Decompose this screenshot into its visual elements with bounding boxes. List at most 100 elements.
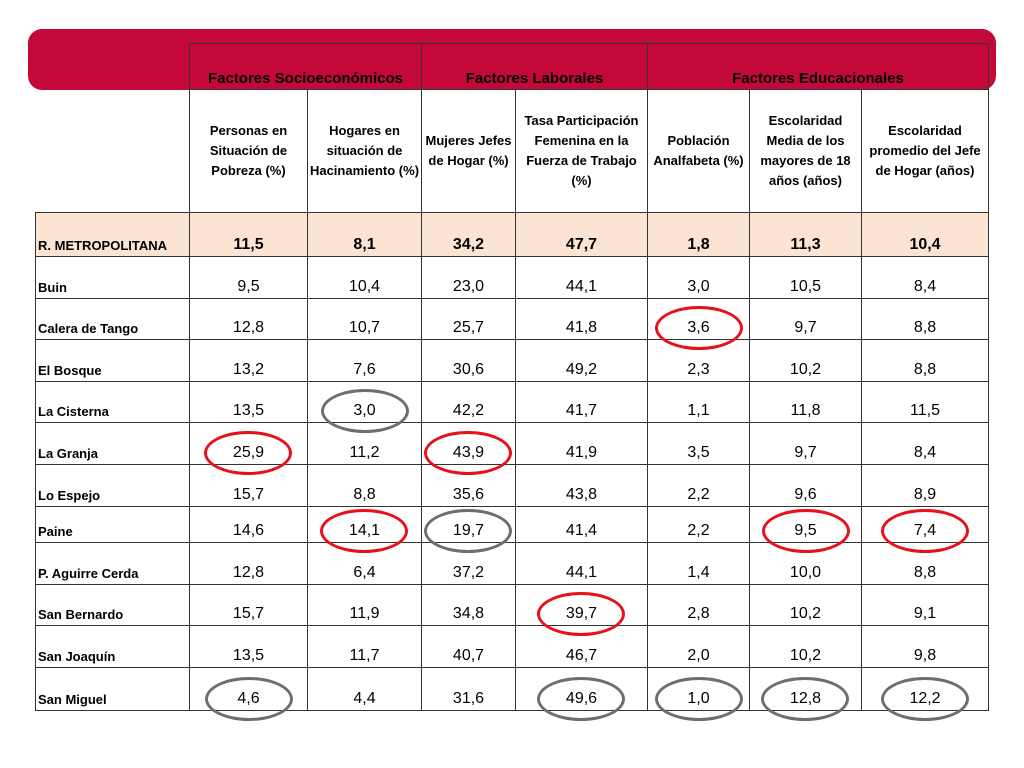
table-cell: 11,5 bbox=[860, 381, 990, 423]
table-cell: 39,7 bbox=[515, 584, 648, 626]
indicators-table: Factores Socioeconómicos Factores Labora… bbox=[35, 43, 990, 711]
table-cell: 1,4 bbox=[647, 542, 750, 585]
table-cell: 3,0 bbox=[647, 256, 750, 299]
table-cell: 40,7 bbox=[421, 625, 516, 668]
table-body: R. METROPOLITANA 11,5 8,1 34,2 47,7 1,8 11,3 10… bbox=[35, 212, 990, 711]
table-cell: 8,1 bbox=[307, 212, 422, 257]
table-cell: 47,7 bbox=[515, 212, 648, 257]
table-cell: 46,7 bbox=[515, 625, 648, 668]
table-cell: 10,2 bbox=[749, 339, 862, 382]
table-cell: 43,9 bbox=[421, 422, 516, 465]
table-cell: 2,2 bbox=[647, 506, 750, 543]
table-cell: 15,7 bbox=[189, 584, 308, 626]
table-cell: 1,8 bbox=[647, 212, 750, 257]
commune-name: San Bernardo bbox=[35, 584, 190, 626]
table-cell: 7,4 bbox=[860, 506, 990, 543]
table-cell: 8,4 bbox=[860, 422, 990, 465]
column-header-row: Personas en Situación de Pobreza (%) Hog… bbox=[35, 89, 990, 213]
region-row: R. METROPOLITANA 11,5 8,1 34,2 47,7 1,8 11,3 10… bbox=[35, 212, 990, 257]
table-cell: 41,8 bbox=[515, 298, 648, 340]
table-cell: 41,9 bbox=[515, 422, 648, 465]
table-cell: 25,7 bbox=[421, 298, 516, 340]
table-cell: 41,4 bbox=[515, 506, 648, 543]
column-header: Personas en Situación de Pobreza (%) bbox=[189, 89, 308, 213]
table-cell: 9,5 bbox=[189, 256, 308, 299]
commune-name: El Bosque bbox=[35, 339, 190, 382]
table-cell: 42,2 bbox=[421, 381, 516, 423]
table-cell: 34,8 bbox=[421, 584, 516, 626]
table-cell: 12,8 bbox=[189, 298, 308, 340]
commune-name: Buin bbox=[35, 256, 190, 299]
table-row: Calera de Tango 12,8 10,7 25,7 41,8 3,6 9,7 8,8 bbox=[35, 298, 990, 340]
group-header-labor: Factores Laborales bbox=[421, 43, 648, 90]
table-cell: 25,9 bbox=[189, 422, 308, 465]
table-cell: 3,0 bbox=[307, 381, 422, 423]
table-cell: 11,7 bbox=[307, 625, 422, 668]
table-cell: 10,2 bbox=[749, 625, 862, 668]
table-cell: 9,6 bbox=[749, 464, 862, 507]
table-row: P. Aguirre Cerda 12,8 6,4 37,2 44,1 1,4 10,0 8,… bbox=[35, 542, 990, 585]
table-cell: 49,2 bbox=[515, 339, 648, 382]
commune-name: La Granja bbox=[35, 422, 190, 465]
table-cell: 2,2 bbox=[647, 464, 750, 507]
table-cell: 11,2 bbox=[307, 422, 422, 465]
table-cell: 10,4 bbox=[307, 256, 422, 299]
table-row: Buin 9,5 10,4 23,0 44,1 3,0 10,5 8,4 bbox=[35, 256, 990, 299]
table-cell: 10,4 bbox=[860, 212, 990, 257]
table-cell: 12,8 bbox=[749, 667, 862, 711]
table-cell: 30,6 bbox=[421, 339, 516, 382]
corner-cell-lower bbox=[35, 89, 190, 213]
column-header: Escolaridad Media de los mayores de 18 a… bbox=[749, 89, 862, 213]
table-cell: 19,7 bbox=[421, 506, 516, 543]
table-cell: 10,7 bbox=[307, 298, 422, 340]
table-cell: 37,2 bbox=[421, 542, 516, 585]
table-cell: 12,8 bbox=[189, 542, 308, 585]
table-cell: 14,6 bbox=[189, 506, 308, 543]
table-cell: 9,5 bbox=[749, 506, 862, 543]
table-cell: 13,2 bbox=[189, 339, 308, 382]
table-cell: 8,8 bbox=[860, 542, 990, 585]
table-cell: 9,7 bbox=[749, 298, 862, 340]
table-cell: 4,6 bbox=[189, 667, 308, 711]
table-cell: 41,7 bbox=[515, 381, 648, 423]
table-row: Lo Espejo 15,7 8,8 35,6 43,8 2,2 9,6 8,9 bbox=[35, 464, 990, 507]
commune-name: Paine bbox=[35, 506, 190, 543]
table-row: La Granja 25,9 11,2 43,9 41,9 3,5 9,7 8,4 bbox=[35, 422, 990, 465]
column-header: Mujeres Jefes de Hogar (%) bbox=[421, 89, 516, 213]
table-cell: 23,0 bbox=[421, 256, 516, 299]
table-cell: 11,3 bbox=[749, 212, 862, 257]
table-cell: 43,8 bbox=[515, 464, 648, 507]
table-cell: 3,6 bbox=[647, 298, 750, 340]
column-header: Hogares en situación de Hacinamiento (%) bbox=[307, 89, 422, 213]
commune-name: Calera de Tango bbox=[35, 298, 190, 340]
table-cell: 7,6 bbox=[307, 339, 422, 382]
table-cell: 11,9 bbox=[307, 584, 422, 626]
table-row: San Miguel 4,6 4,4 31,6 49,6 1,0 12,8 12,2 bbox=[35, 667, 990, 711]
table-cell: 11,5 bbox=[189, 212, 308, 257]
commune-name: San Miguel bbox=[35, 667, 190, 711]
commune-name: P. Aguirre Cerda bbox=[35, 542, 190, 585]
column-header: Tasa Participación Femenina en la Fuerza… bbox=[515, 89, 648, 213]
table-cell: 4,4 bbox=[307, 667, 422, 711]
table-cell: 10,2 bbox=[749, 584, 862, 626]
table-cell: 8,4 bbox=[860, 256, 990, 299]
table-cell: 8,8 bbox=[860, 339, 990, 382]
column-header: Población Analfabeta (%) bbox=[647, 89, 750, 213]
commune-name: R. METROPOLITANA bbox=[35, 212, 190, 257]
table-cell: 8,8 bbox=[307, 464, 422, 507]
table-cell: 2,0 bbox=[647, 625, 750, 668]
group-header-education: Factores Educacionales bbox=[646, 43, 990, 90]
commune-name: La Cisterna bbox=[35, 381, 190, 423]
column-header: Escolaridad promedio del Jefe de Hogar (… bbox=[860, 89, 990, 213]
table-cell: 2,3 bbox=[647, 339, 750, 382]
table-cell: 10,0 bbox=[749, 542, 862, 585]
table-row: San Joaquín 13,5 11,7 40,7 46,7 2,0 10,2 9,8 bbox=[35, 625, 990, 668]
table-row: La Cisterna 13,5 3,0 42,2 41,7 1,1 11,8 11,5 bbox=[35, 381, 990, 423]
table-cell: 14,1 bbox=[307, 506, 422, 543]
table-cell: 8,9 bbox=[860, 464, 990, 507]
table-cell: 11,8 bbox=[749, 381, 862, 423]
group-header-socioeconomic: Factores Socioeconómicos bbox=[189, 43, 422, 90]
commune-name: Lo Espejo bbox=[35, 464, 190, 507]
table-cell: 1,1 bbox=[647, 381, 750, 423]
table-cell: 34,2 bbox=[421, 212, 516, 257]
